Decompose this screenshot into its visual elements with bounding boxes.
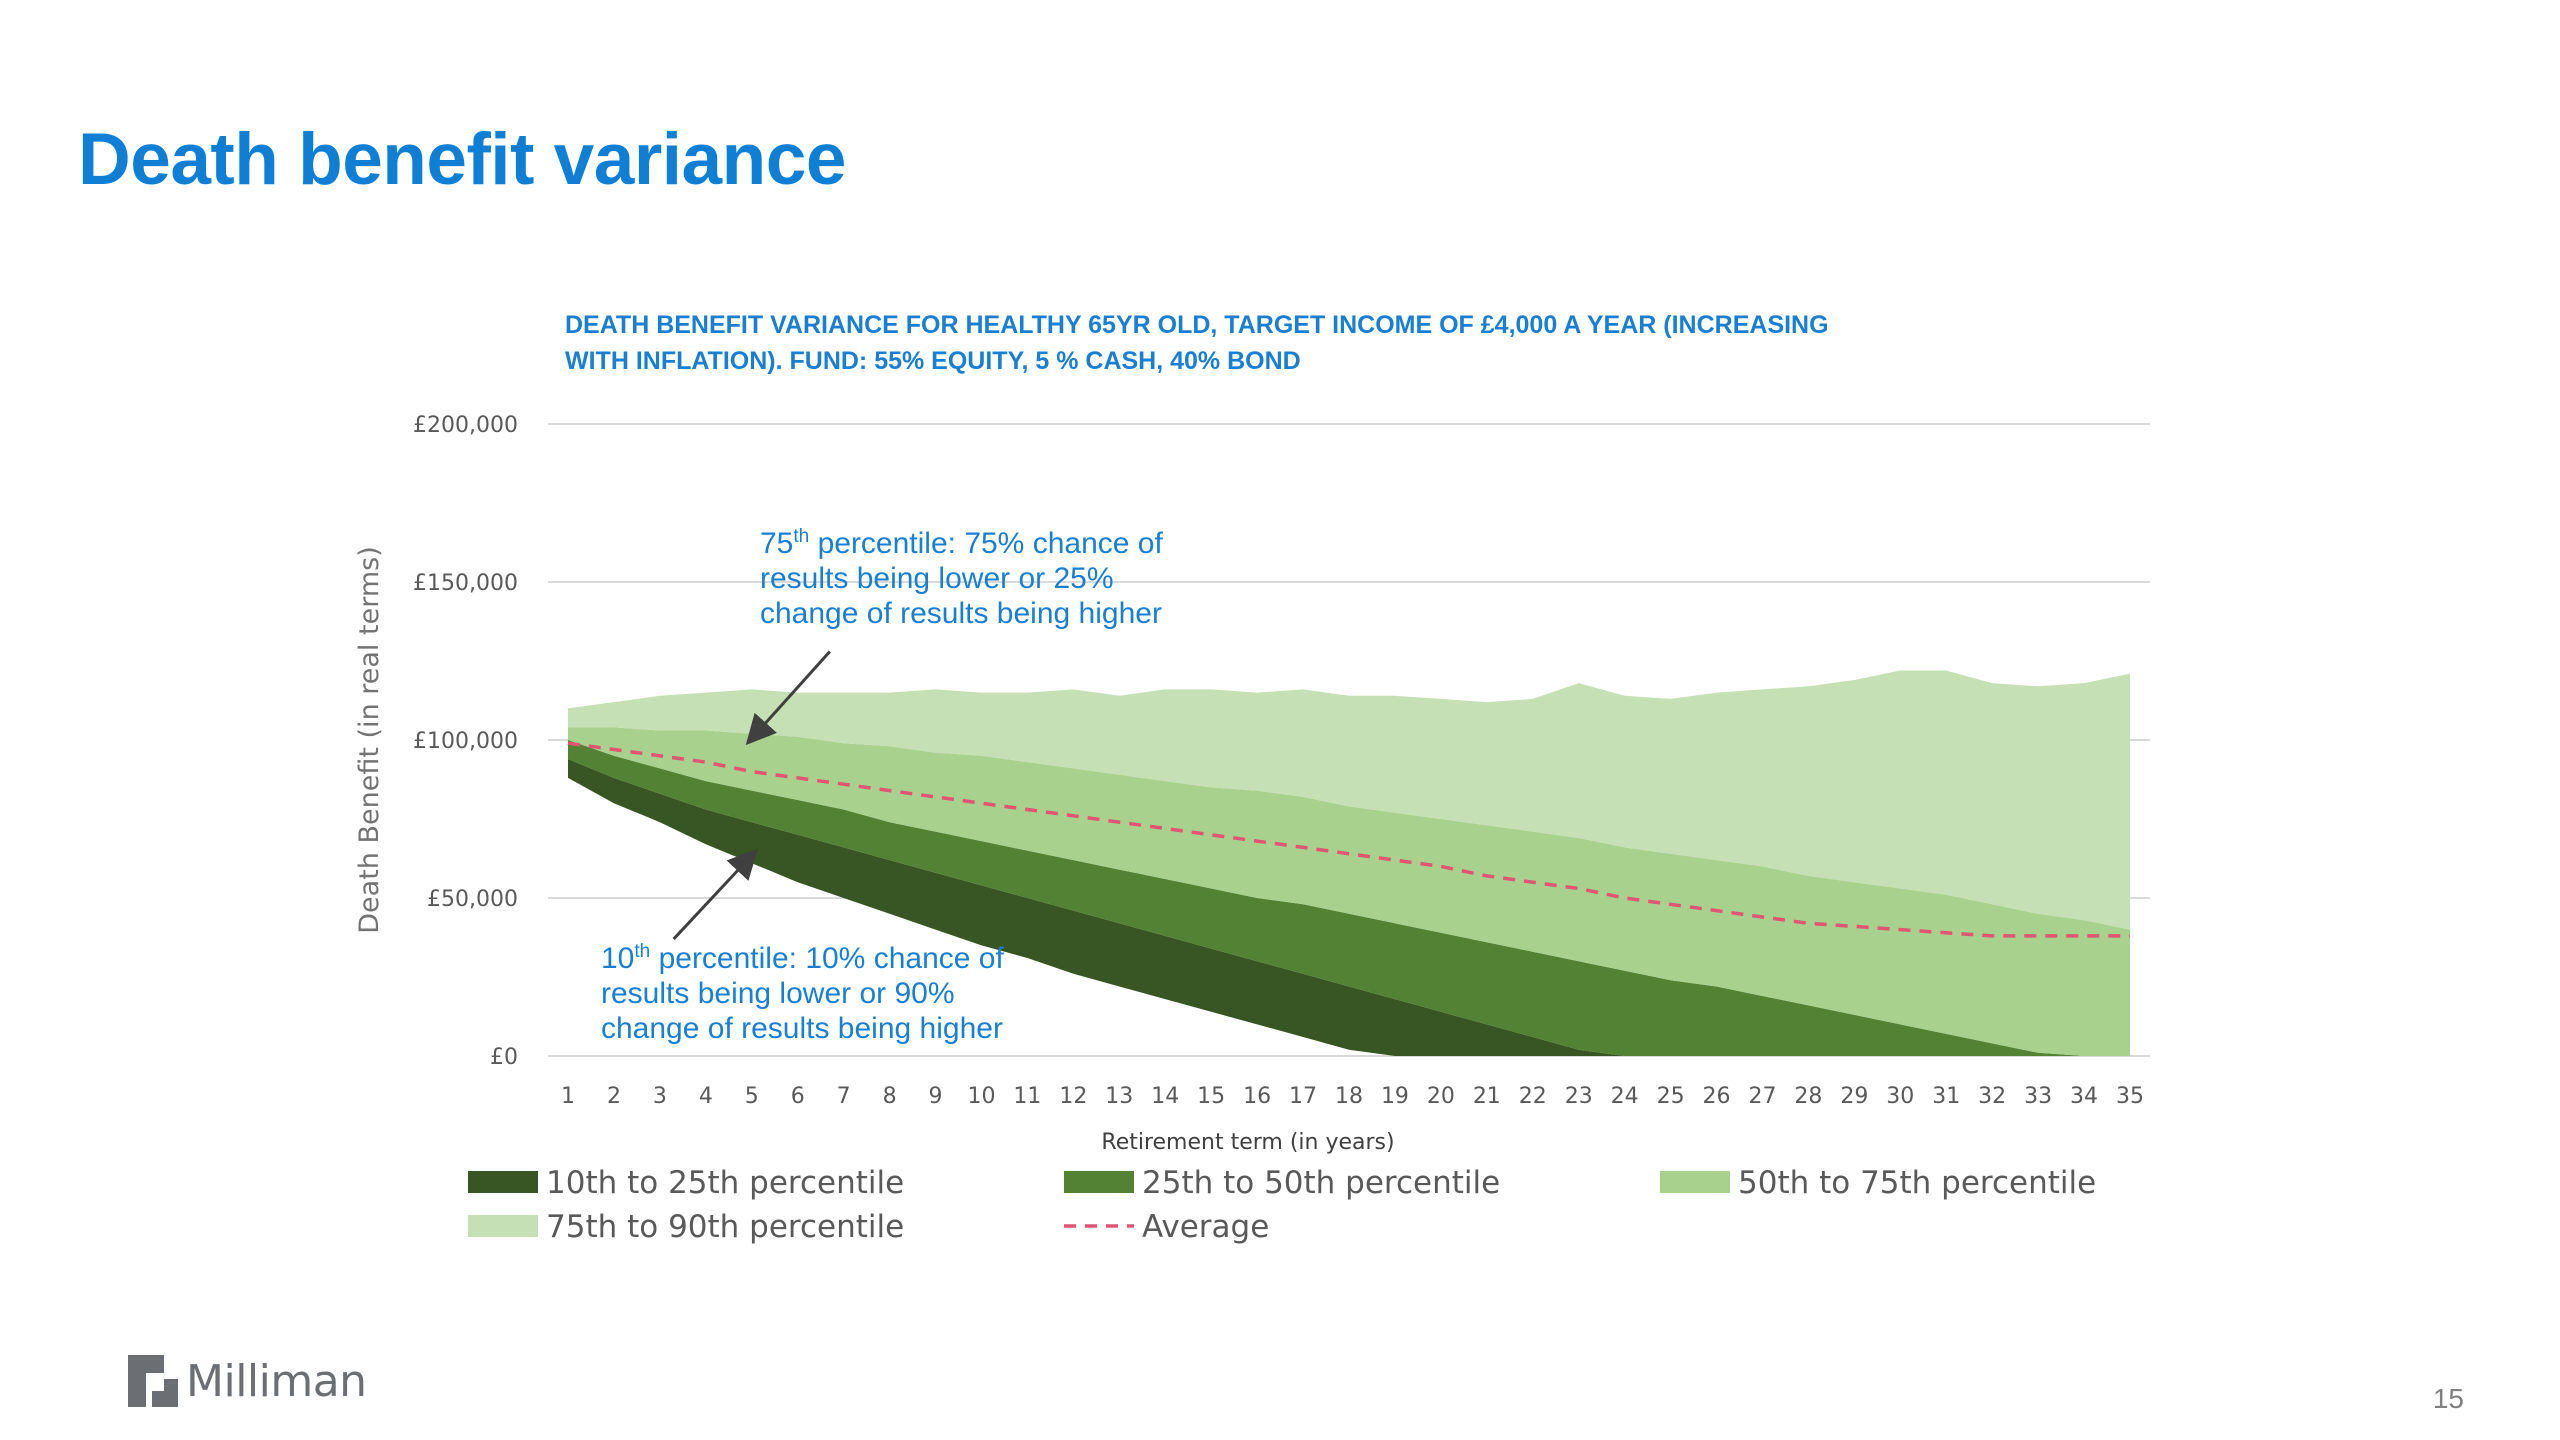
x-tick-label: 26 xyxy=(1703,1084,1731,1109)
legend-label: 10th to 25th percentile xyxy=(546,1165,904,1201)
x-tick-label: 31 xyxy=(1932,1084,1960,1109)
y-tick-label: £200,000 xyxy=(413,413,518,438)
x-tick-label: 30 xyxy=(1886,1084,1914,1109)
legend-label: 75th to 90th percentile xyxy=(546,1209,904,1245)
x-tick-label: 20 xyxy=(1427,1084,1455,1109)
legend: 10th to 25th percentile 25th to 50th perc… xyxy=(468,1165,2096,1245)
x-axis-tick-labels: 1 2 3 4 5 6 7 8 9 10 11 12 13 14 15 16 17 18 19 20 21 22 23 24 2… xyxy=(561,1084,2144,1109)
legend-item: 25th to 50th percentile xyxy=(1064,1165,1500,1201)
x-tick-label: 29 xyxy=(1840,1084,1868,1109)
legend-swatch xyxy=(468,1171,538,1193)
x-tick-label: 35 xyxy=(2116,1084,2144,1109)
x-tick-label: 18 xyxy=(1335,1084,1363,1109)
milliman-logo: Milliman xyxy=(128,1353,367,1409)
x-tick-label: 5 xyxy=(745,1084,759,1109)
x-tick-label: 13 xyxy=(1105,1084,1133,1109)
y-tick-label: £50,000 xyxy=(427,887,518,912)
x-tick-label: 27 xyxy=(1748,1084,1776,1109)
page-number: 15 xyxy=(2432,1383,2464,1414)
x-tick-label: 34 xyxy=(2070,1084,2098,1109)
y-tick-label: £150,000 xyxy=(413,571,518,596)
x-tick-label: 24 xyxy=(1611,1084,1639,1109)
area-p75-p50 xyxy=(568,727,2130,1056)
legend-item: Average xyxy=(1064,1209,1269,1245)
y-tick-label: £100,000 xyxy=(413,729,518,754)
y-axis-title: Death Benefit (in real terms) xyxy=(354,546,385,933)
logo-text: Milliman xyxy=(186,1355,367,1407)
x-tick-label: 22 xyxy=(1519,1084,1547,1109)
chart-title-line-2: WITH INFLATION). FUND: 55% EQUITY, 5 % C… xyxy=(565,347,1301,375)
slide-title: Death benefit variance xyxy=(78,119,846,200)
x-tick-label: 2 xyxy=(607,1084,621,1109)
x-tick-label: 7 xyxy=(837,1084,851,1109)
x-tick-label: 21 xyxy=(1473,1084,1501,1109)
chart-title-line-1: DEATH BENEFIT VARIANCE FOR HEALTHY 65YR … xyxy=(565,311,1829,339)
legend-item: 50th to 75th percentile xyxy=(1660,1165,2096,1201)
x-tick-label: 6 xyxy=(791,1084,805,1109)
x-tick-label: 23 xyxy=(1565,1084,1593,1109)
annotation-text: 10th percentile: 10% chance of results be… xyxy=(601,941,1004,1045)
x-tick-label: 10 xyxy=(967,1084,995,1109)
x-tick-label: 12 xyxy=(1059,1084,1087,1109)
legend-label: 25th to 50th percentile xyxy=(1142,1165,1500,1201)
average-line xyxy=(567,741,2130,938)
x-tick-label: 9 xyxy=(929,1084,943,1109)
plot-lines xyxy=(567,741,2130,938)
x-tick-label: 32 xyxy=(1978,1084,2006,1109)
annotations: 75th percentile: 75% chance of results be… xyxy=(601,526,1163,1045)
x-tick-label: 11 xyxy=(1013,1084,1041,1109)
x-tick-label: 17 xyxy=(1289,1084,1317,1109)
x-tick-label: 19 xyxy=(1381,1084,1409,1109)
legend-label: 50th to 75th percentile xyxy=(1738,1165,2096,1201)
legend-swatch xyxy=(1660,1171,1730,1193)
x-tick-label: 8 xyxy=(883,1084,897,1109)
legend-swatch xyxy=(468,1215,538,1237)
area-p90-p75 xyxy=(568,670,2130,930)
x-tick-label: 4 xyxy=(699,1084,713,1109)
area-p25-p10 xyxy=(568,759,2130,1056)
annotation-arrow xyxy=(672,848,758,941)
x-axis-title: Retirement term (in years) xyxy=(1101,1130,1394,1155)
legend-item: 75th to 90th percentile xyxy=(468,1209,904,1245)
x-tick-label: 15 xyxy=(1197,1084,1225,1109)
x-tick-label: 16 xyxy=(1243,1084,1271,1109)
legend-label: Average xyxy=(1142,1209,1269,1245)
legend-swatch xyxy=(1064,1171,1134,1193)
y-tick-label: £0 xyxy=(490,1045,518,1070)
y-axis-tick-labels: £0 £50,000 £100,000 £150,000 £200,000 xyxy=(413,413,518,1070)
chart-title: DEATH BENEFIT VARIANCE FOR HEALTHY 65YR … xyxy=(565,311,1829,375)
x-tick-label: 14 xyxy=(1151,1084,1179,1109)
annotation-text: 75th percentile: 75% chance of results be… xyxy=(760,526,1163,630)
plot-areas xyxy=(568,670,2130,1056)
x-tick-label: 33 xyxy=(2024,1084,2052,1109)
legend-item: 10th to 25th percentile xyxy=(468,1165,904,1201)
x-tick-label: 3 xyxy=(653,1084,667,1109)
x-tick-label: 25 xyxy=(1657,1084,1685,1109)
x-tick-label: 1 xyxy=(561,1084,575,1109)
milliman-logo-icon xyxy=(128,1355,178,1407)
annotation-arrow xyxy=(745,650,831,746)
x-tick-label: 28 xyxy=(1794,1084,1822,1109)
